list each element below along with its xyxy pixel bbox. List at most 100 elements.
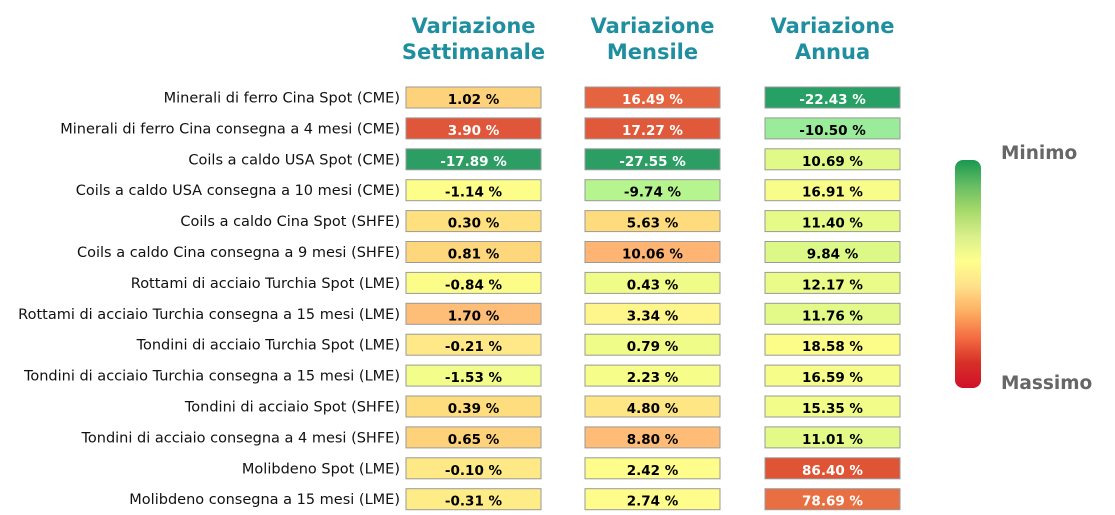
cell-value-label: -1.53 % (445, 370, 503, 386)
heatmap-cell (405, 302, 542, 325)
color-legend: Minimo Massimo (955, 143, 1092, 394)
column-headers: VariazioneSettimanaleVariazioneMensileVa… (402, 14, 895, 64)
row-label: Tondini di acciaio Turchia consegna a 15… (23, 369, 400, 385)
heatmap-cells: 1.02 % 16.49 % -22.43 % 3.90 % 17.27 % -10.50… (405, 86, 901, 511)
heatmap-cell (764, 117, 901, 140)
cell-value-label: 3.90 % (448, 123, 500, 139)
heatmap-cell (584, 302, 721, 325)
cell-value-label: 2.42 % (627, 463, 679, 479)
cell-value-label: 0.79 % (627, 339, 679, 355)
heatmap-cell (764, 426, 901, 449)
heatmap-cell (405, 333, 542, 356)
row-label: Rottami di acciaio Turchia consegna a 15… (18, 307, 400, 323)
heatmap-cell (764, 302, 901, 325)
heatmap-cell (584, 241, 721, 263)
cell-value-label: -9.74 % (624, 185, 682, 201)
cell-value-label: 16.91 % (802, 185, 863, 201)
row-labels: Minerali di ferro Cina Spot (CME) Mineral… (18, 91, 400, 509)
cell-value-label: -0.84 % (445, 277, 503, 293)
legend-max-label: Massimo (1001, 373, 1092, 394)
cell-value-label: 5.63 % (627, 216, 679, 232)
legend-gradient-bar (955, 160, 981, 388)
heatmap-cell (405, 179, 542, 202)
heatmap-cell (584, 364, 721, 387)
column-header-3-line-1: Variazione (770, 14, 894, 38)
cell-value-label: 0.65 % (448, 432, 500, 448)
cell-value-label: 17.27 % (622, 123, 683, 139)
column-header-3-line-2: Annua (795, 40, 870, 64)
cell-value-label: -17.89 % (440, 154, 507, 170)
cell-value-label: 1.70 % (448, 308, 500, 324)
cell-value-label: 3.34 % (627, 308, 679, 324)
row-label: Coils a caldo Cina Spot (SHFE) (180, 214, 400, 230)
heatmap-cell (764, 179, 901, 202)
heatmap-cell (405, 395, 542, 418)
row-label: Molibdeno Spot (LME) (242, 461, 400, 477)
cell-value-label: 8.80 % (627, 432, 679, 448)
cell-value-label: 0.30 % (448, 216, 500, 232)
cell-value-label: 4.80 % (627, 401, 679, 417)
heatmap-cell (584, 148, 721, 171)
cell-value-label: 9.84 % (807, 247, 859, 263)
heatmap-cell (584, 179, 721, 202)
cell-value-label: 78.69 % (802, 494, 863, 510)
column-header-2-line-2: Mensile (607, 40, 698, 64)
cell-value-label: 2.23 % (627, 370, 679, 386)
column-header-1-line-2: Settimanale (402, 40, 545, 64)
cell-value-label: -27.55 % (619, 154, 686, 170)
heatmap-cell (405, 271, 542, 294)
cell-value-label: -0.10 % (445, 463, 503, 479)
row-label: Tondini di acciaio consegna a 4 mesi (SH… (81, 430, 401, 446)
cell-value-label: 18.58 % (802, 339, 863, 355)
cell-value-label: 16.59 % (802, 370, 863, 386)
row-label: Minerali di ferro Cina consegna a 4 mesi… (60, 121, 400, 137)
heatmap-cell (764, 457, 901, 480)
heatmap-cell (584, 271, 721, 294)
row-label: Tondini di acciaio Turchia Spot (LME) (136, 338, 400, 354)
cell-value-label: -22.43 % (799, 92, 866, 108)
heatmap-cell (584, 395, 721, 418)
heatmap-cell (764, 395, 901, 418)
row-label: Rottami di acciaio Turchia Spot (LME) (131, 276, 400, 292)
heatmap-cell (764, 148, 901, 171)
cell-value-label: 2.74 % (627, 494, 679, 510)
heatmap-cell (405, 86, 542, 109)
cell-value-label: 0.43 % (627, 277, 679, 293)
cell-value-label: 10.06 % (622, 247, 683, 263)
heatmap-cell (764, 271, 901, 294)
legend-min-label: Minimo (1001, 143, 1077, 164)
heatmap-cell (584, 86, 721, 109)
heatmap-cell (764, 241, 901, 263)
heatmap-cell (764, 210, 901, 233)
heatmap-cell (584, 426, 721, 449)
cell-value-label: 0.81 % (448, 247, 500, 263)
cell-value-label: 0.39 % (448, 401, 500, 417)
heatmap-cell (584, 210, 721, 233)
heatmap-cell (584, 333, 721, 356)
heatmap-cell (405, 148, 542, 171)
heatmap-cell (405, 117, 542, 140)
cell-value-label: -0.21 % (445, 339, 503, 355)
column-header-2-line-1: Variazione (590, 14, 714, 38)
cell-value-label: 12.17 % (802, 277, 863, 293)
heatmap-cell (764, 488, 901, 511)
heatmap-cell (405, 364, 542, 387)
cell-value-label: -0.31 % (445, 494, 503, 510)
cell-value-label: 10.69 % (802, 154, 863, 170)
row-label: Tondini di acciaio Spot (SHFE) (184, 400, 400, 416)
cell-value-label: 1.02 % (448, 92, 500, 108)
row-label: Coils a caldo USA Spot (CME) (188, 152, 400, 168)
heatmap-cell (764, 364, 901, 387)
cell-value-label: 86.40 % (802, 463, 863, 479)
cell-value-label: -1.14 % (445, 185, 503, 201)
row-label: Coils a caldo USA consegna a 10 mesi (CM… (76, 183, 400, 199)
heatmap-cell (584, 117, 721, 140)
cell-value-label: 16.49 % (622, 92, 683, 108)
heatmap-cell (405, 210, 542, 233)
heatmap-cell (584, 488, 721, 511)
cell-value-label: 11.01 % (802, 432, 863, 448)
heatmap-cell (405, 426, 542, 449)
cell-value-label: 11.40 % (802, 216, 863, 232)
row-label: Molibdeno consegna a 15 mesi (LME) (129, 492, 400, 508)
